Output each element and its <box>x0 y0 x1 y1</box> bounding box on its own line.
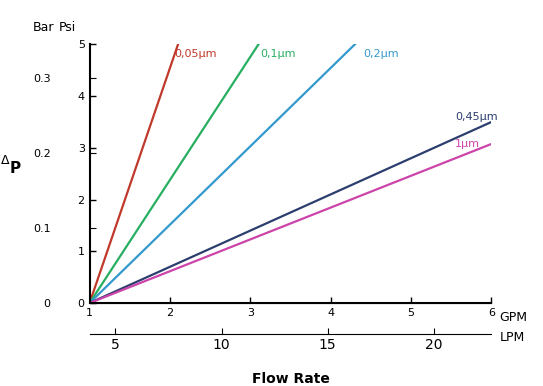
Text: Psi: Psi <box>59 21 76 34</box>
Text: LPM: LPM <box>500 332 525 344</box>
Text: 1μm: 1μm <box>455 139 480 149</box>
Text: Bar: Bar <box>33 21 54 34</box>
Text: 0,2μm: 0,2μm <box>363 49 399 59</box>
Text: 0,1μm: 0,1μm <box>260 49 295 59</box>
Text: GPM: GPM <box>500 311 527 324</box>
Text: Δ: Δ <box>1 154 9 167</box>
Text: 0,45μm: 0,45μm <box>455 112 498 122</box>
Text: Flow Rate: Flow Rate <box>251 372 330 386</box>
Text: 0,05μm: 0,05μm <box>174 49 217 59</box>
Text: P: P <box>10 161 21 176</box>
